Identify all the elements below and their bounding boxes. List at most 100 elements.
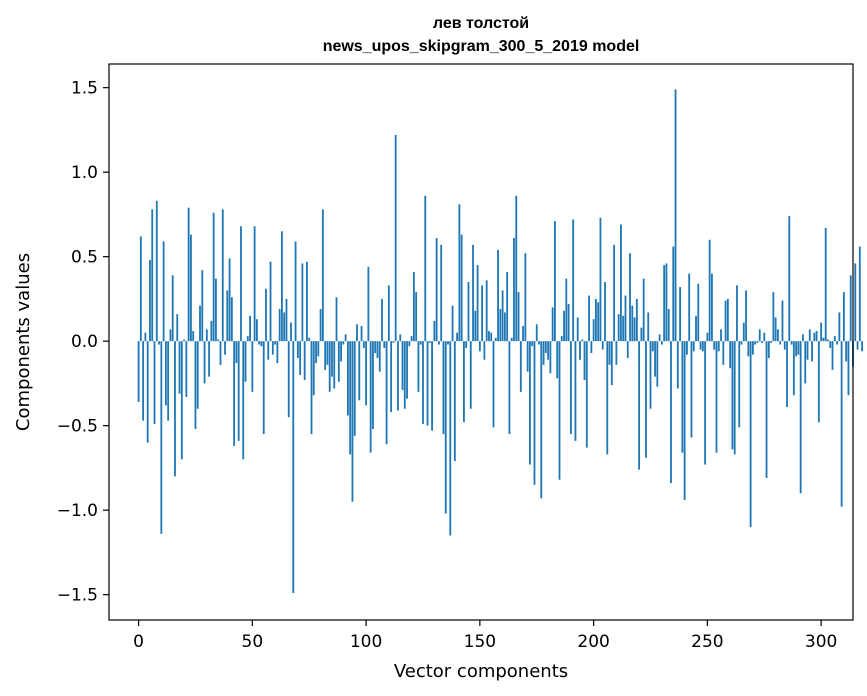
bar-component-84: [328, 341, 331, 392]
bar-component-303: [827, 339, 829, 342]
bar-component-0: [137, 341, 140, 402]
bar-component-262: [733, 341, 736, 455]
bar-component-131: [435, 238, 438, 342]
bar-component-158: [497, 249, 499, 342]
bar-component-289: [795, 341, 798, 357]
bar-component-301: [822, 337, 825, 342]
bar-component-265: [740, 341, 743, 345]
bar-component-146: [469, 341, 472, 409]
bar-component-12: [164, 341, 167, 406]
bar-component-123: [417, 341, 420, 392]
bar-component-112: [392, 341, 395, 343]
bar-component-166: [515, 195, 518, 342]
bar-component-200: [592, 319, 595, 342]
bar-component-198: [588, 295, 590, 342]
bar-component-236: [674, 89, 677, 342]
bar-component-4: [146, 341, 149, 443]
bar-component-87: [335, 297, 338, 342]
bar-component-294: [806, 341, 809, 360]
bar-component-229: [658, 334, 661, 342]
bar-component-31: [208, 341, 211, 377]
bar-component-171: [526, 341, 529, 372]
bar-component-210: [615, 341, 618, 365]
bar-component-50: [251, 341, 254, 392]
bar-component-315: [854, 263, 857, 342]
bar-component-184: [556, 341, 559, 379]
bar-component-176: [538, 341, 540, 345]
bar-component-191: [572, 219, 575, 342]
bar-component-316: [856, 341, 859, 350]
bar-component-44: [237, 341, 240, 441]
bar-component-34: [215, 278, 217, 342]
bar-component-256: [720, 329, 722, 342]
bar-component-196: [583, 341, 586, 381]
bar-component-182: [551, 307, 554, 342]
bar-component-2: [142, 341, 145, 421]
bar-component-129: [431, 341, 433, 431]
bar-component-162: [506, 271, 509, 342]
bar-component-51: [253, 226, 256, 342]
bar-component-35: [217, 339, 220, 342]
bar-component-318: [861, 341, 864, 352]
bar-component-41: [230, 297, 233, 342]
bar-component-101: [367, 266, 370, 342]
bar-component-95: [353, 341, 356, 436]
bar-component-172: [529, 341, 531, 465]
bar-component-231: [663, 265, 666, 342]
bar-component-295: [808, 329, 811, 342]
bar-component-133: [440, 244, 443, 342]
bar-component-299: [817, 341, 820, 423]
bar-component-32: [210, 320, 213, 342]
bar-component-76: [310, 341, 313, 435]
bar-component-275: [763, 332, 766, 342]
bar-component-78: [315, 341, 317, 364]
bar-component-137: [449, 341, 452, 536]
bar-component-165: [513, 238, 515, 342]
bar-component-224: [647, 312, 650, 342]
bar-component-217: [631, 305, 634, 342]
bar-component-135: [444, 341, 447, 514]
bar-component-222: [642, 278, 645, 342]
bar-component-104: [374, 341, 377, 353]
bar-component-121: [412, 271, 415, 342]
bar-component-64: [283, 312, 286, 342]
bar-component-270: [751, 341, 754, 355]
bar-component-94: [351, 341, 354, 502]
bar-component-125: [422, 341, 424, 424]
y-tick-label: −1.5: [57, 586, 98, 606]
bar-component-143: [463, 341, 465, 423]
y-tick-label: 0.5: [71, 248, 98, 268]
bar-component-105: [376, 341, 379, 359]
x-tick-label: 300: [805, 632, 837, 652]
bar-component-202: [597, 302, 600, 342]
bar-component-225: [649, 341, 652, 409]
bar-component-233: [667, 309, 670, 342]
bar-component-304: [829, 341, 832, 348]
bar-component-247: [699, 341, 702, 350]
bar-component-312: [847, 341, 850, 396]
bar-component-89: [340, 341, 342, 362]
bar-component-107: [381, 298, 383, 342]
bar-component-199: [590, 341, 593, 353]
bar-component-221: [640, 327, 643, 342]
bar-component-223: [645, 341, 647, 458]
bar-component-141: [458, 204, 461, 342]
bar-component-237: [676, 341, 679, 389]
bar-component-108: [383, 341, 386, 348]
bar-component-114: [397, 341, 399, 411]
bar-component-209: [613, 244, 616, 342]
bar-component-81: [321, 209, 324, 342]
bar-component-308: [838, 312, 841, 342]
bar-component-251: [708, 239, 711, 342]
bar-component-98: [360, 325, 363, 342]
bar-component-106: [378, 341, 381, 372]
bar-component-253: [713, 341, 716, 350]
bar-component-232: [665, 263, 668, 342]
bar-component-168: [519, 341, 522, 392]
bar-component-59: [271, 341, 274, 355]
bar-component-63: [281, 231, 283, 342]
bar-component-290: [797, 341, 800, 355]
bar-component-142: [460, 234, 463, 342]
x-tick-label: 200: [577, 632, 609, 652]
